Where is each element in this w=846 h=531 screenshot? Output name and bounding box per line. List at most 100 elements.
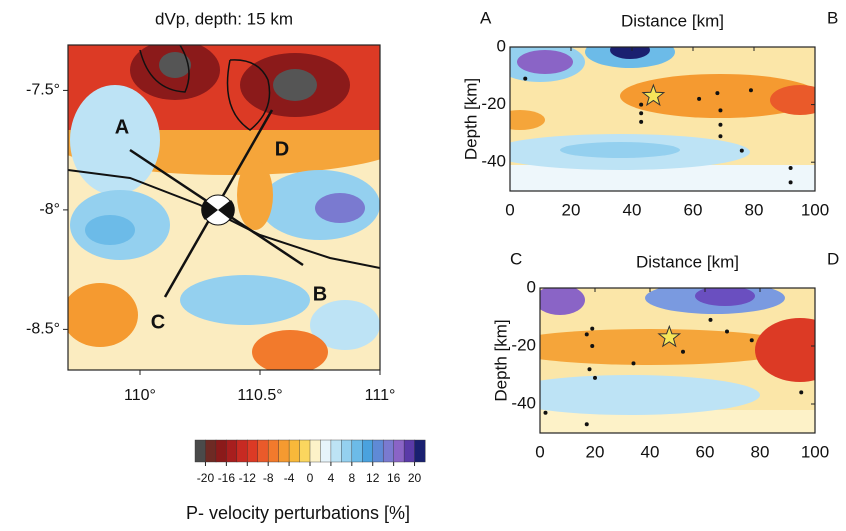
colorbar-tick-label: 8: [348, 471, 355, 485]
event: [681, 349, 685, 354]
y-axis-title: Depth [km]: [461, 78, 480, 160]
x-axis-title: Distance [km]: [621, 11, 724, 30]
y-tick-label: -20: [481, 94, 506, 113]
event: [639, 102, 644, 107]
x-tick-label: 40: [641, 442, 660, 461]
x-tick-label: 20: [586, 442, 605, 461]
y-tick-label: -20: [511, 335, 536, 354]
colorbar-swatch: [330, 439, 342, 463]
event: [718, 134, 723, 139]
section-field: [510, 47, 815, 191]
colorbar-swatch: [288, 439, 301, 463]
colorbar-swatch: [393, 439, 405, 463]
profile-label: B: [313, 283, 327, 305]
profile-end-label: B: [827, 8, 838, 27]
x-tick-label: 40: [623, 200, 642, 219]
event: [523, 76, 528, 81]
y-tick-label: -40: [511, 393, 536, 412]
section-field: [540, 288, 815, 433]
event: [749, 338, 754, 343]
colorbar-swatch: [194, 439, 206, 463]
y-tick-label: -8.5°: [26, 321, 60, 338]
chart-title: dVp, depth: 15 km: [155, 9, 293, 28]
colorbar-swatch: [278, 439, 290, 463]
profile-label: C: [151, 311, 165, 333]
colorbar-swatch: [215, 439, 227, 463]
x-tick-label: 80: [745, 200, 764, 219]
event: [697, 96, 702, 101]
y-tick-label: -40: [481, 152, 506, 171]
colorbar-swatch: [267, 439, 280, 463]
event: [584, 422, 589, 427]
y-tick-label: 0: [497, 36, 506, 55]
event: [748, 88, 753, 93]
event: [590, 326, 595, 331]
event: [708, 317, 713, 322]
colorbar-swatch: [372, 439, 384, 463]
y-tick-label: -7.5°: [26, 82, 60, 99]
colorbar-swatch: [341, 439, 353, 463]
event: [543, 410, 548, 415]
event: [725, 329, 729, 334]
colorbar-tick-label: 20: [408, 471, 422, 485]
x-tick-label: 100: [801, 442, 829, 461]
profile-end-label: C: [510, 249, 522, 268]
event: [739, 148, 744, 153]
colorbar-swatch: [257, 439, 269, 463]
event: [587, 367, 592, 372]
x-tick-label: 100: [801, 200, 829, 219]
colorbar-swatch: [320, 439, 332, 463]
event: [593, 375, 597, 380]
x-tick-label: 0: [535, 442, 544, 461]
event: [639, 111, 644, 116]
x-tick-label: 0: [505, 200, 514, 219]
x-tick-label: 80: [751, 442, 770, 461]
event: [715, 91, 720, 96]
colorbar-tick-label: -12: [239, 471, 257, 485]
colorbar-title: P- velocity perturbations [%]: [186, 503, 410, 523]
colorbar-tick-label: 4: [328, 471, 335, 485]
profile-label: A: [115, 116, 129, 138]
colorbar-swatch: [236, 439, 248, 463]
colorbar-swatch: [247, 439, 259, 463]
x-tick-label: 60: [684, 200, 703, 219]
mainshock: [657, 324, 682, 348]
event: [631, 361, 636, 366]
profile-label: D: [275, 138, 289, 160]
x-tick-label: 20: [562, 200, 581, 219]
y-tick-label: 0: [527, 277, 536, 296]
section-frame: [509, 46, 816, 192]
event: [799, 390, 804, 395]
colorbar-swatch: [382, 439, 395, 463]
colorbar-swatch: [414, 439, 426, 463]
colorbar-tick-label: -20: [197, 471, 215, 485]
colorbar-tick-label: 12: [366, 471, 380, 485]
colorbar-swatch: [351, 439, 363, 463]
y-axis-title: Depth [km]: [491, 319, 510, 401]
x-tick-label: 110°: [124, 387, 156, 404]
colorbar-swatch: [403, 439, 416, 463]
profile-end-label: D: [827, 249, 839, 268]
colorbar-swatch: [362, 439, 374, 463]
event: [584, 332, 589, 337]
x-tick-label: 60: [696, 442, 715, 461]
colorbar-tick-label: -16: [218, 471, 236, 485]
event: [590, 344, 595, 348]
map-frame: [67, 44, 381, 371]
colorbar-tick-label: -8: [263, 471, 274, 485]
mainshock: [641, 83, 666, 107]
event: [788, 165, 793, 170]
event: [788, 180, 793, 185]
colorbar-swatch: [309, 439, 321, 463]
event: [718, 122, 723, 127]
colorbar-swatch: [226, 439, 238, 463]
colorbar-swatch: [205, 439, 217, 463]
colorbar-tick-label: 16: [387, 471, 401, 485]
colorbar-tick-label: 0: [307, 471, 314, 485]
map-field: [68, 45, 380, 370]
event: [718, 108, 723, 113]
profile-end-label: A: [480, 8, 492, 27]
colorbar-tick-label: -4: [284, 471, 295, 485]
x-axis-title: Distance [km]: [636, 252, 739, 271]
